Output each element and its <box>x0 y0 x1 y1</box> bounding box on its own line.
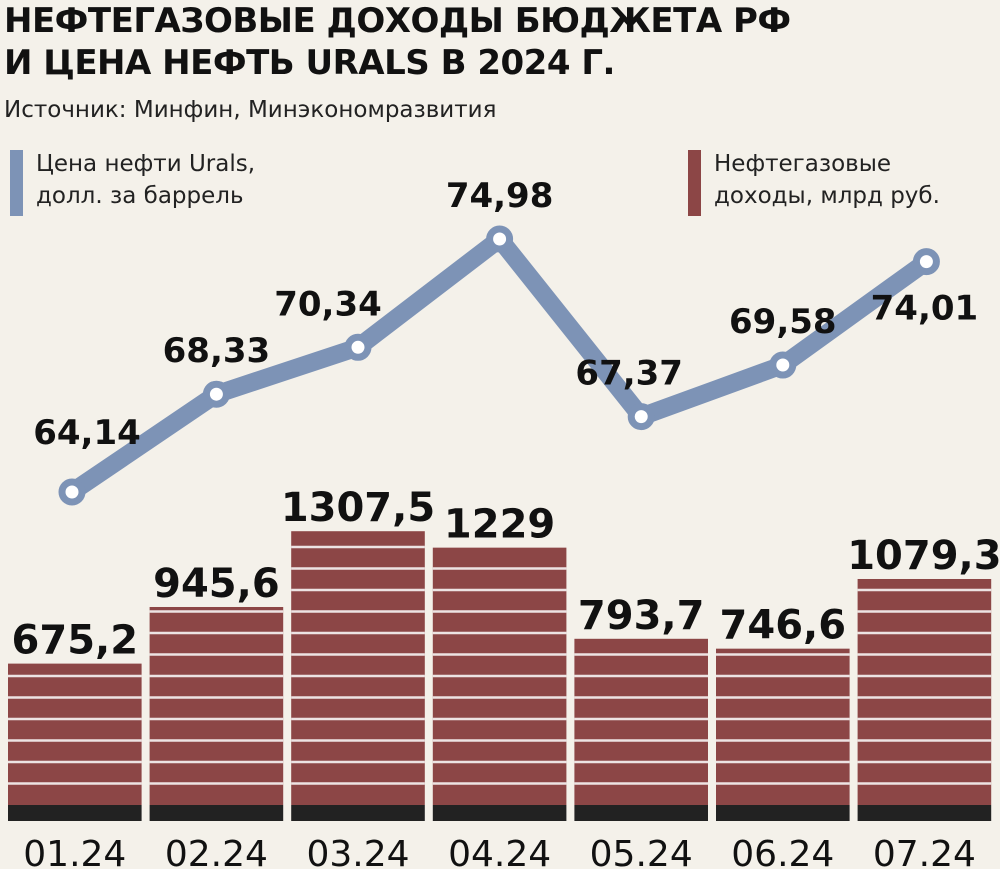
legend-item-oil-gas-revenue: Нефтегазовые доходы, млрд руб. <box>688 148 988 220</box>
bar-base-01.24 <box>8 805 142 821</box>
bar-base-06.24 <box>716 805 850 821</box>
x-tick-label: 07.24 <box>873 834 976 869</box>
legend-swatch-bar <box>688 150 701 216</box>
bar-value-label: 945,6 <box>153 561 280 607</box>
bar-06.24 <box>716 648 850 805</box>
bar-value-label: 1229 <box>444 502 555 548</box>
x-tick-label: 02.24 <box>165 834 268 869</box>
bar-base-05.24 <box>574 805 708 821</box>
legend-line-label-2: долл. за баррель <box>36 183 244 209</box>
line-value-label: 74,01 <box>871 289 979 329</box>
bar-stripes-01.24 <box>8 674 142 785</box>
line-value-label: 67,37 <box>575 354 683 394</box>
bar-series: 675,2 01.24 945,6 02.24 1307,5 03.24 1229 04.24… <box>8 485 1000 869</box>
x-tick-label: 04.24 <box>448 834 551 869</box>
bar-01.24 <box>8 663 142 805</box>
legend-label-line: Цена нефти Urals, долл. за баррель <box>36 148 255 212</box>
bar-base-04.24 <box>432 805 567 821</box>
line-value-label: 64,14 <box>33 413 141 453</box>
x-tick-label: 05.24 <box>590 834 693 869</box>
bar-base-07.24 <box>857 805 992 821</box>
line-value-label: 69,58 <box>729 302 837 342</box>
bar-stripes-03.24 <box>291 545 425 785</box>
bar-base-03.24 <box>291 805 425 821</box>
bar-07.24 <box>857 578 992 805</box>
bar-stripes-07.24 <box>857 588 992 785</box>
x-tick-label: 03.24 <box>306 834 409 869</box>
line-point-02.24 <box>202 380 230 408</box>
line-point-06.24 <box>769 351 797 379</box>
bar-stripes-05.24 <box>574 653 708 785</box>
line-point-05.24 <box>627 403 655 431</box>
line-point-03.24 <box>344 333 372 361</box>
bar-stripes-06.24 <box>716 653 850 785</box>
bar-05.24 <box>574 638 708 805</box>
chart-source: Источник: Минфин, Минэкономразвития <box>4 97 497 123</box>
line-value-label: 70,34 <box>274 284 382 324</box>
legend-line-label-1: Цена нефти Urals, <box>36 151 256 177</box>
bar-stripes-02.24 <box>149 610 284 785</box>
legend-item-urals-price: Цена нефти Urals, долл. за баррель <box>10 148 330 220</box>
bar-value-label: 675,2 <box>12 618 139 664</box>
line-point-01.24 <box>58 478 86 506</box>
bar-base-02.24 <box>149 805 284 821</box>
bar-value-label: 1079,3 <box>847 533 1000 579</box>
bar-stripes-04.24 <box>432 567 567 785</box>
chart-title: НЕФТЕГАЗОВЫЕ ДОХОДЫ БЮДЖЕТА РФ И ЦЕНА НЕ… <box>4 0 791 84</box>
bar-03.24 <box>291 531 425 805</box>
bar-value-label: 746,6 <box>720 603 847 649</box>
legend-bar-label-1: Нефтегазовые <box>714 151 892 177</box>
line-value-label: 68,33 <box>163 331 271 371</box>
x-tick-label: 06.24 <box>731 834 834 869</box>
line-value-label: 74,98 <box>446 176 554 216</box>
legend-swatch-line <box>10 150 23 216</box>
bar-value-label: 793,7 <box>578 593 705 639</box>
line-point-04.24 <box>486 225 514 253</box>
legend-label-bar: Нефтегазовые доходы, млрд руб. <box>714 148 940 212</box>
line-point-07.24 <box>912 248 940 276</box>
legend-bar-label-2: доходы, млрд руб. <box>714 183 940 209</box>
bar-value-label: 1307,5 <box>281 485 435 531</box>
chart-title-line-1: НЕФТЕГАЗОВЫЕ ДОХОДЫ БЮДЖЕТА РФ <box>4 1 791 41</box>
x-tick-label: 01.24 <box>23 834 126 869</box>
bar-02.24 <box>149 606 284 805</box>
chart-title-line-2: И ЦЕНА НЕФТЬ URALS В 2024 Г. <box>4 43 615 83</box>
